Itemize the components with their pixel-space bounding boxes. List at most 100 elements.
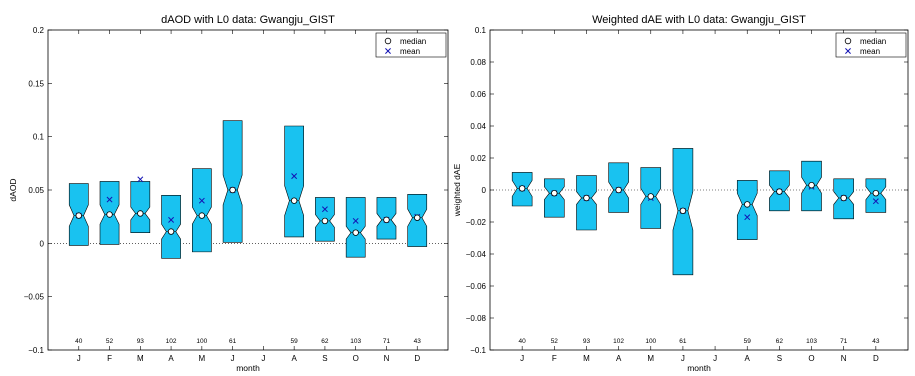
y-tick-label: 0.2 (33, 26, 45, 35)
median-marker (647, 193, 654, 200)
count-label: 61 (229, 338, 237, 345)
x-axis-label: month (236, 363, 260, 373)
median-marker (75, 212, 82, 219)
y-tick-label: −0.1 (470, 346, 486, 355)
x-tick-label: M (583, 354, 590, 363)
x-axis-label: month (687, 363, 711, 373)
y-tick-label: 0.05 (28, 186, 44, 195)
x-tick-label: O (353, 354, 359, 363)
median-marker (414, 214, 421, 221)
x-tick-label: J (520, 354, 524, 363)
legend-median-marker (844, 37, 852, 45)
y-tick-label: 0 (482, 186, 487, 195)
median-marker (352, 229, 359, 236)
x-tick-label: S (322, 354, 327, 363)
y-tick-label: −0.1 (28, 346, 44, 355)
median-marker (290, 197, 298, 204)
y-tick-label: −0.04 (466, 250, 487, 259)
x-tick-label: M (137, 354, 144, 363)
box-10 (345, 197, 366, 258)
count-label: 62 (321, 338, 329, 345)
count-label: 59 (291, 338, 299, 345)
count-label: 93 (137, 338, 145, 345)
mean-marker (198, 197, 205, 204)
x-tick-label: A (168, 354, 174, 363)
y-tick-label: 0.04 (470, 122, 486, 131)
count-label: 61 (679, 338, 687, 345)
chart-title: dAOD with L0 data: Gwangju_GIST (161, 14, 335, 26)
median-marker (551, 189, 558, 197)
y-tick-label: 0.15 (28, 79, 44, 88)
median-marker (383, 216, 390, 224)
y-tick-label: −0.02 (466, 218, 487, 227)
median-marker (198, 212, 206, 219)
mean-marker (137, 176, 144, 183)
median-marker (321, 217, 329, 225)
count-label: 103 (806, 338, 817, 345)
box-3 (130, 181, 151, 233)
median-marker (583, 194, 590, 202)
count-label: 43 (872, 338, 880, 345)
box-6 (222, 120, 243, 243)
count-label: 100 (196, 338, 207, 345)
legend-mean-marker (385, 48, 391, 54)
x-tick-label: A (616, 354, 622, 363)
mean-marker (872, 198, 879, 205)
mean-marker (744, 214, 751, 221)
x-tick-label: J (77, 354, 81, 363)
y-tick-label: 0.08 (470, 58, 486, 67)
median-marker (137, 210, 144, 217)
count-label: 62 (776, 338, 784, 345)
count-label: 93 (583, 338, 591, 345)
count-label: 102 (166, 338, 177, 345)
y-tick-label: −0.06 (466, 282, 487, 291)
median-marker (744, 201, 751, 208)
x-tick-label: N (384, 354, 390, 363)
count-label: 102 (613, 338, 624, 345)
box-2 (544, 178, 565, 218)
y-tick-label: −0.08 (466, 314, 487, 323)
legend-mean-label: mean (860, 47, 880, 56)
median-marker (840, 194, 847, 202)
y-axis-label: weighted dAE (452, 163, 462, 217)
count-label: 43 (414, 338, 422, 345)
median-marker (679, 207, 687, 214)
y-axis-label: dAOD (8, 178, 18, 201)
y-tick-label: 0 (40, 239, 45, 248)
count-label: 52 (106, 338, 114, 345)
x-tick-label: M (199, 354, 206, 363)
median-marker (615, 186, 622, 194)
box-8 (284, 125, 304, 238)
count-label: 100 (645, 338, 656, 345)
y-tick-label: 0.02 (470, 154, 486, 163)
count-label: 40 (519, 338, 527, 345)
chart-title: Weighted dAE with L0 data: Gwangju_GIST (592, 14, 806, 26)
chart-1: −0.1 −0.05 0 0.05 0.1 0.15 0.2 J F M A M J J A S O N D 40 52… (8, 14, 449, 373)
legend-median-label: median (860, 37, 886, 46)
x-tick-label: M (647, 354, 654, 363)
mean-marker (106, 196, 113, 203)
count-label: 71 (383, 338, 391, 345)
box-3 (576, 175, 597, 231)
x-tick-label: O (808, 354, 814, 363)
x-tick-label: N (841, 354, 847, 363)
count-label: 71 (840, 338, 848, 345)
median-marker (518, 185, 526, 192)
y-tick-label: 0.1 (33, 133, 45, 142)
legend-box (835, 32, 907, 58)
count-label: 59 (744, 338, 752, 345)
count-label: 103 (350, 338, 361, 345)
y-tick-label: 0.1 (475, 26, 487, 35)
median-marker (106, 211, 113, 218)
x-tick-label: S (777, 354, 782, 363)
median-marker (229, 186, 236, 194)
mean-marker (291, 173, 298, 180)
x-tick-label: A (291, 354, 297, 363)
y-tick-label: −0.05 (24, 293, 45, 302)
legend-median-marker (384, 37, 392, 45)
legend-mean-marker (845, 48, 851, 54)
chart-2: −0.1 −0.08 −0.06 −0.04 −0.02 0 0.02 0.04 0.06 0.0… (452, 14, 909, 373)
